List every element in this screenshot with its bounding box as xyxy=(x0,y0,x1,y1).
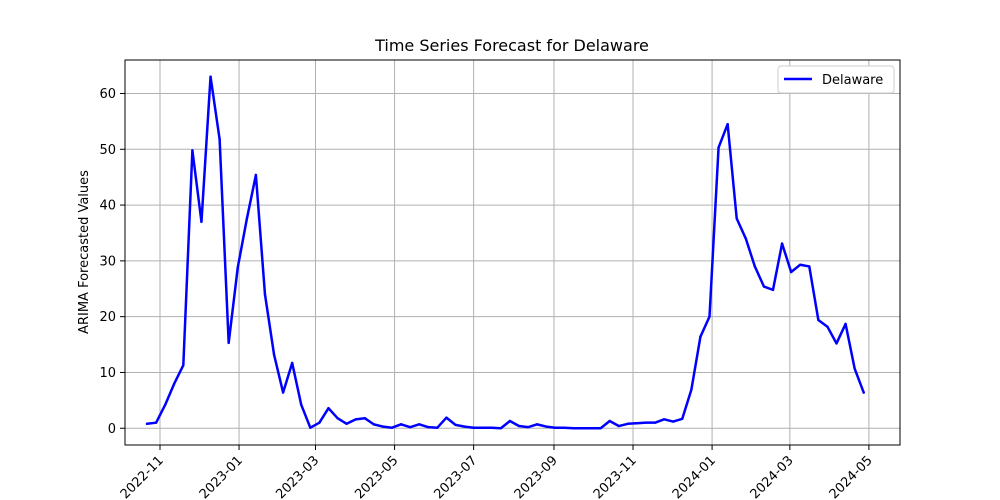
data-point xyxy=(826,325,829,328)
data-point xyxy=(526,425,530,429)
data-point xyxy=(799,263,802,266)
data-point xyxy=(581,427,584,430)
data-point xyxy=(617,424,620,428)
data-point xyxy=(372,423,376,426)
data-point xyxy=(436,426,439,429)
data-point xyxy=(572,427,575,430)
data-point xyxy=(635,422,639,425)
data-point xyxy=(227,341,230,345)
data-point xyxy=(753,265,757,268)
y-tick-label: 60 xyxy=(99,87,116,102)
data-point xyxy=(336,417,339,420)
data-point xyxy=(345,422,348,425)
y-tick-label: 40 xyxy=(99,199,116,214)
data-point xyxy=(417,423,421,426)
data-point xyxy=(545,425,548,428)
data-point xyxy=(862,391,865,394)
data-point xyxy=(853,367,856,370)
data-point xyxy=(327,406,330,410)
grid xyxy=(125,60,900,445)
data-point xyxy=(290,361,294,365)
data-point xyxy=(490,426,493,429)
data-point xyxy=(263,293,267,296)
data-point xyxy=(672,420,675,423)
data-point xyxy=(817,318,820,322)
data-point xyxy=(154,421,158,424)
data-point xyxy=(145,422,149,425)
data-point xyxy=(399,423,403,426)
data-point xyxy=(535,423,539,426)
data-point xyxy=(472,426,475,429)
data-point xyxy=(780,242,784,245)
data-point xyxy=(699,335,702,338)
y-tick-label: 30 xyxy=(99,254,116,269)
plot-area-frame xyxy=(124,59,901,446)
chart-title: Time Series Forecast for Delaware xyxy=(374,36,649,55)
data-point xyxy=(626,422,630,425)
y-tick-label: 20 xyxy=(99,310,116,325)
data-point xyxy=(690,388,693,391)
y-tick-label: 50 xyxy=(99,143,116,158)
data-point xyxy=(653,421,657,424)
y-tick-label: 0 xyxy=(108,422,116,437)
data-point xyxy=(236,266,239,269)
data-point xyxy=(173,382,176,385)
data-point xyxy=(245,217,249,221)
data-point xyxy=(762,285,766,288)
data-point xyxy=(318,421,321,424)
data-point xyxy=(590,427,593,430)
data-point xyxy=(191,149,194,152)
data-point xyxy=(681,417,684,420)
data-point xyxy=(599,427,602,430)
data-point xyxy=(554,426,557,429)
data-point xyxy=(608,419,611,423)
data-point xyxy=(735,217,738,220)
data-point xyxy=(662,418,666,421)
data-point xyxy=(381,425,385,428)
data-point xyxy=(300,403,303,407)
data-point xyxy=(508,419,512,423)
data-point xyxy=(463,425,466,428)
data-point xyxy=(517,424,521,428)
data-point xyxy=(717,146,720,149)
data-point xyxy=(726,122,729,126)
data-point xyxy=(354,418,357,421)
data-point xyxy=(744,237,747,240)
y-axis-label: ARIMA Forecasted Values xyxy=(77,170,92,334)
data-point xyxy=(218,138,221,141)
data-point xyxy=(499,427,503,430)
data-point xyxy=(808,265,811,268)
data-point xyxy=(789,270,793,274)
data-point xyxy=(281,391,285,394)
legend-label-delaware: Delaware xyxy=(822,73,883,88)
data-point xyxy=(771,288,775,292)
data-point xyxy=(272,353,276,356)
series-line-delaware xyxy=(145,75,865,430)
data-point xyxy=(254,173,258,177)
data-point xyxy=(844,322,847,326)
data-point xyxy=(427,425,430,429)
data-point xyxy=(644,421,648,424)
data-point xyxy=(445,416,448,419)
y-tick-label: 10 xyxy=(99,366,116,381)
series-layer xyxy=(145,75,865,430)
data-point xyxy=(200,220,203,224)
legend-box xyxy=(777,65,895,94)
data-point xyxy=(309,426,312,429)
data-point xyxy=(209,75,212,78)
data-point xyxy=(182,364,185,367)
data-point xyxy=(563,426,566,429)
data-point xyxy=(363,417,366,420)
data-point xyxy=(390,426,394,429)
data-point xyxy=(481,426,484,429)
data-point xyxy=(408,425,412,429)
data-point xyxy=(835,342,838,345)
legend: Delaware xyxy=(777,65,895,94)
data-point xyxy=(163,403,167,407)
data-point xyxy=(454,423,457,427)
data-point xyxy=(708,315,711,318)
